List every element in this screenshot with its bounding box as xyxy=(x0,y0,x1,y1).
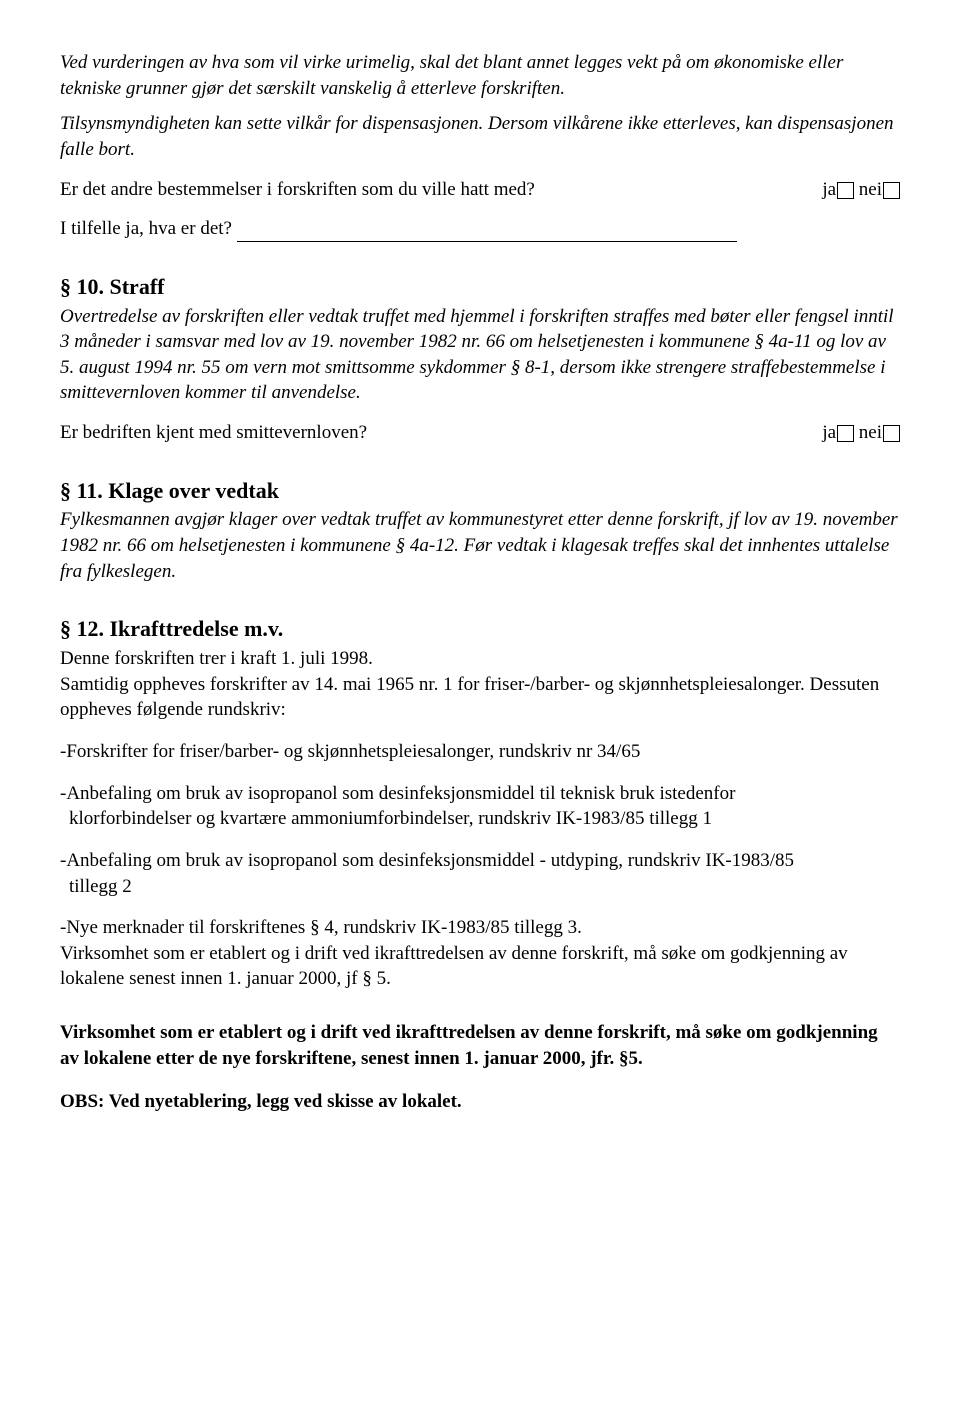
section-12-p1: Denne forskriften trer i kraft 1. juli 1… xyxy=(60,646,900,672)
section-10-body: Overtredelse av forskriften eller vedtak… xyxy=(60,304,900,407)
section-11: § 11. Klage over vedtak Fylkesmannen avg… xyxy=(60,476,900,585)
intro-paragraph-2: Tilsynsmyndigheten kan sette vilkår for … xyxy=(60,111,900,162)
section-10-heading: § 10. Straff xyxy=(60,272,900,302)
final-bold: Virksomhet som er etablert og i drift ve… xyxy=(60,1020,900,1071)
section-12-bullet-3a: -Anbefaling om bruk av isopropanol som d… xyxy=(60,848,900,874)
intro-paragraph-1: Ved vurderingen av hva som vil virke uri… xyxy=(60,50,900,101)
section-12-bullet-4: -Nye merknader til forskriftenes § 4, ru… xyxy=(60,915,900,941)
section-11-heading: § 11. Klage over vedtak xyxy=(60,476,900,506)
ja-checkbox-1[interactable] xyxy=(837,182,854,199)
nei-label: nei xyxy=(859,179,882,200)
followup-input-line[interactable] xyxy=(237,223,737,242)
question-row-1: Er det andre bestemmelser i forskriften … xyxy=(60,177,900,203)
ja-label: ja xyxy=(822,179,836,200)
intro-section: Ved vurderingen av hva som vil virke uri… xyxy=(60,50,900,242)
section-10: § 10. Straff Overtredelse av forskriften… xyxy=(60,272,900,446)
followup-row: I tilfelle ja, hva er det? xyxy=(60,216,900,242)
nei-checkbox-2[interactable] xyxy=(883,425,900,442)
question-2-text: Er bedriften kjent med smittevernloven? xyxy=(60,420,367,446)
final-section: Virksomhet som er etablert og i drift ve… xyxy=(60,1020,900,1115)
nei-label-2: nei xyxy=(859,422,882,443)
section-11-body: Fylkesmannen avgjør klager over vedtak t… xyxy=(60,507,900,584)
nei-checkbox-1[interactable] xyxy=(883,182,900,199)
section-12-bullet-1: -Forskrifter for friser/barber- og skjøn… xyxy=(60,739,900,765)
question-row-2: Er bedriften kjent med smittevernloven? … xyxy=(60,420,900,446)
section-12-bullet-2a: -Anbefaling om bruk av isopropanol som d… xyxy=(60,781,900,807)
section-12-p3: Virksomhet som er etablert og i drift ve… xyxy=(60,941,900,992)
section-12-p2: Samtidig oppheves forskrifter av 14. mai… xyxy=(60,672,900,723)
section-12-bullet-3b: tillegg 2 xyxy=(60,874,900,900)
question-1-text: Er det andre bestemmelser i forskriften … xyxy=(60,177,535,203)
yesno-group-1: ja nei xyxy=(822,177,900,203)
ja-checkbox-2[interactable] xyxy=(837,425,854,442)
section-12-bullet-2b: klorforbindelser og kvartære ammoniumfor… xyxy=(60,806,900,832)
final-obs: OBS: Ved nyetablering, legg ved skisse a… xyxy=(60,1089,900,1115)
ja-label-2: ja xyxy=(822,422,836,443)
yesno-group-2: ja nei xyxy=(822,420,900,446)
followup-text: I tilfelle ja, hva er det? xyxy=(60,218,232,239)
section-12-heading: § 12. Ikrafttredelse m.v. xyxy=(60,614,900,644)
section-12: § 12. Ikrafttredelse m.v. Denne forskrif… xyxy=(60,614,900,992)
